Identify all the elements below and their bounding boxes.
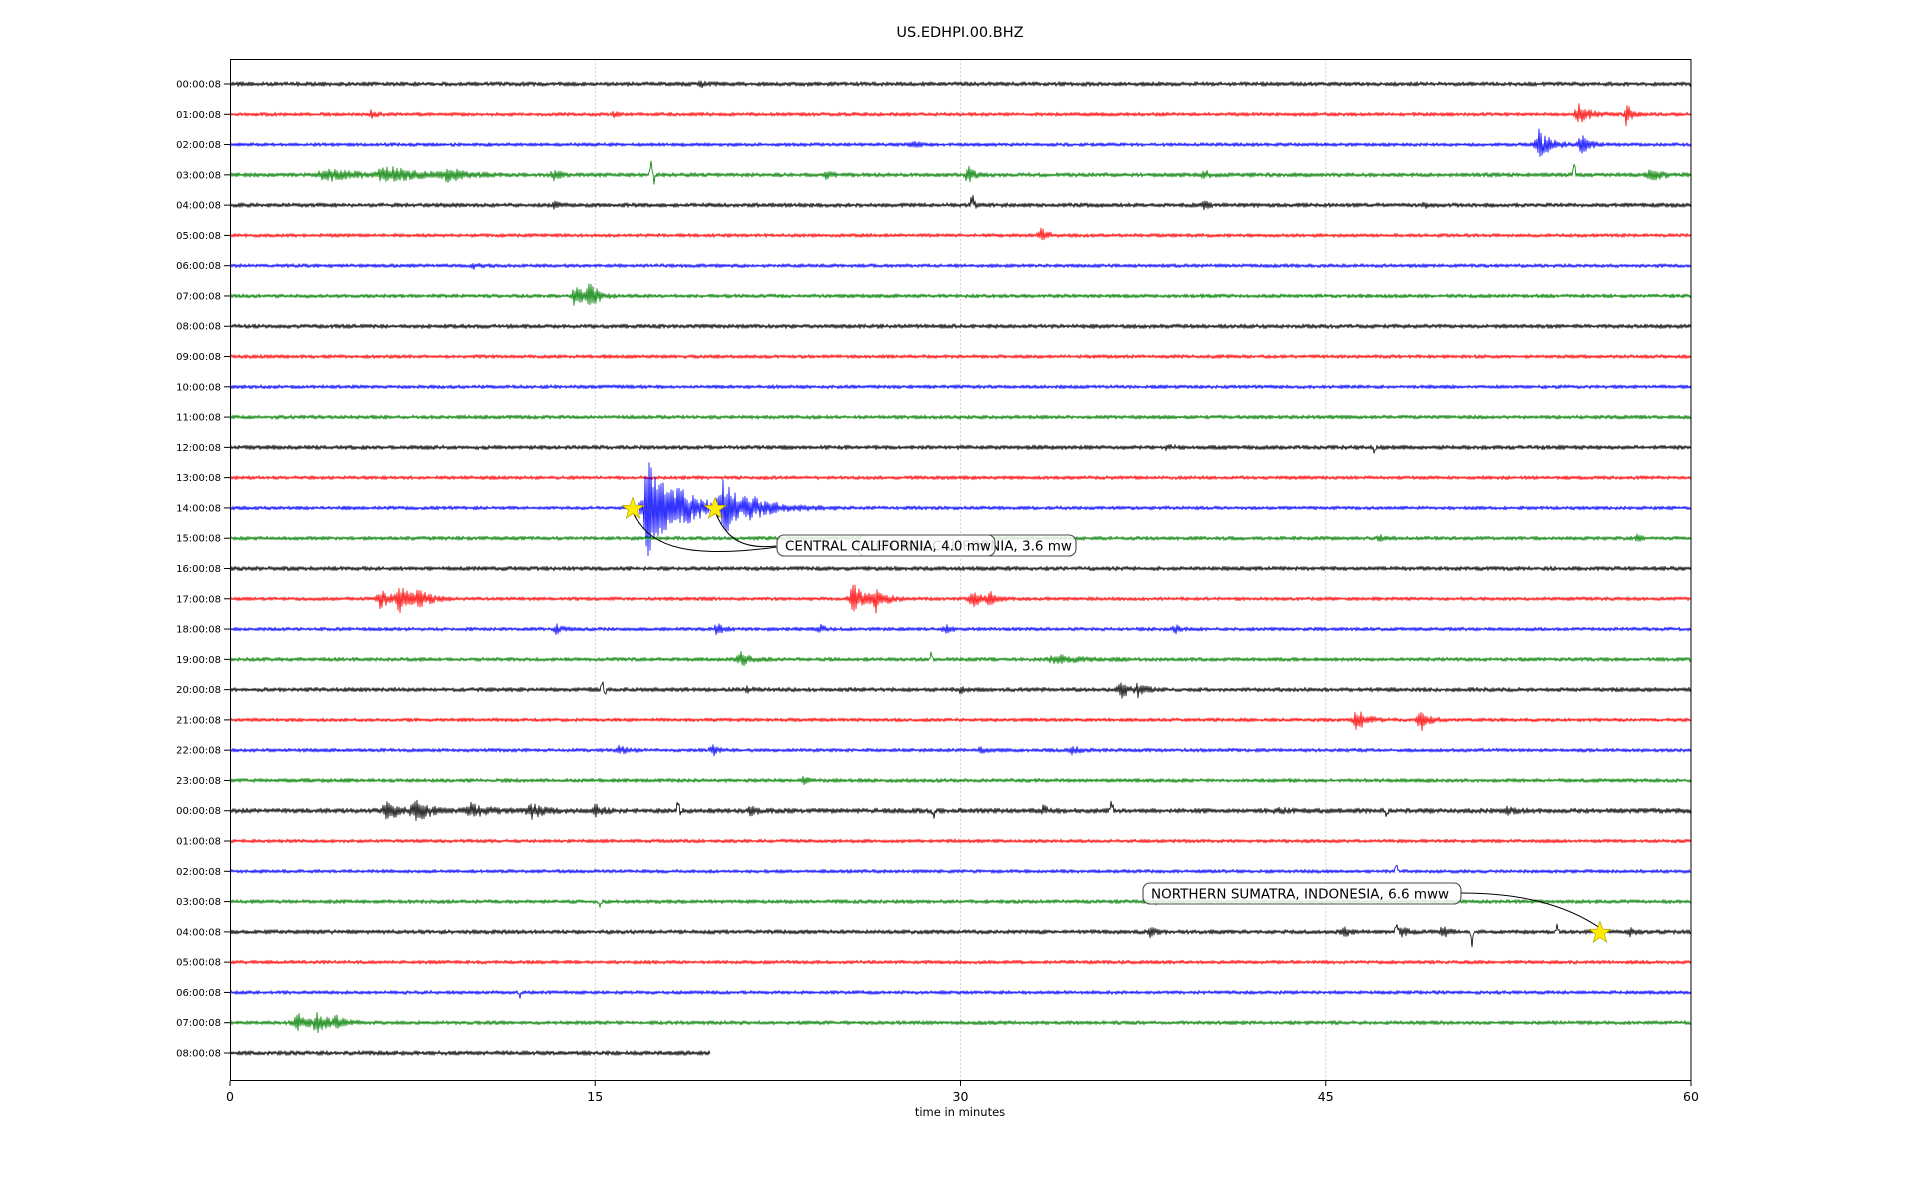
- plot-title: US.EDHPI.00.BHZ: [896, 25, 1023, 41]
- row-label: 15:00:08: [176, 534, 221, 545]
- trace-row-2-02:00:08: [230, 128, 1691, 158]
- row-label: 20:00:08: [176, 685, 221, 696]
- trace-row-28-04:00:08: [230, 923, 1691, 948]
- x-axis-ticks: 0 15 30 45 60: [226, 1081, 1699, 1104]
- row-label: 12:00:08: [176, 443, 221, 454]
- annotation-box: [1142, 882, 1462, 905]
- row-label: 07:00:08: [176, 1018, 221, 1029]
- trace-row-6-06:00:08: [230, 262, 1691, 270]
- trace-row-4-04:00:08: [230, 194, 1691, 211]
- row-label: 04:00:08: [176, 927, 221, 938]
- event-star-icon: [1588, 920, 1612, 943]
- annotation-leader-line: [1460, 892, 1601, 929]
- row-label: 10:00:08: [176, 382, 221, 393]
- trace-row-23-23:00:08: [230, 775, 1691, 786]
- annotation-text: CENTRAL CALIFORNIA, 4.0 mw: [785, 539, 991, 555]
- row-label: 06:00:08: [176, 988, 221, 999]
- trace-row-3-03:00:08: [230, 160, 1691, 185]
- trace-row-12-12:00:08: [230, 443, 1691, 454]
- event-star-icon: [621, 496, 645, 519]
- y-axis-row-labels: 00:00:08 01:00:08 02:00:08 03:00:08 04:00:08…: [176, 80, 230, 1059]
- x-tick-label: 45: [1318, 1089, 1334, 1104]
- trace-row-20-20:00:08: [230, 681, 1691, 699]
- row-label: 08:00:08: [176, 322, 221, 333]
- trace-row-5-05:00:08: [230, 227, 1691, 241]
- trace-row-7-07:00:08: [230, 283, 1691, 306]
- x-tick-label: 60: [1683, 1089, 1699, 1104]
- row-label: 16:00:08: [176, 564, 221, 575]
- row-label: 01:00:08: [176, 837, 221, 848]
- trace-row-16-16:00:08: [230, 565, 1691, 572]
- trace-row-32-08:00:08: [230, 1050, 711, 1056]
- row-label: 04:00:08: [176, 201, 221, 212]
- x-axis-label: time in minutes: [915, 1105, 1005, 1119]
- trace-row-8-08:00:08: [230, 323, 1691, 329]
- trace-row-22-22:00:08: [230, 744, 1691, 757]
- row-label: 08:00:08: [176, 1048, 221, 1059]
- trace-row-29-05:00:08: [230, 959, 1691, 965]
- trace-row-25-01:00:08: [230, 838, 1691, 844]
- row-label: 02:00:08: [176, 140, 221, 151]
- row-label: 14:00:08: [176, 503, 221, 514]
- annotation-box: [776, 534, 996, 557]
- event-stars: [621, 496, 1612, 943]
- row-label: 22:00:08: [176, 746, 221, 757]
- row-label: 07:00:08: [176, 291, 221, 302]
- event-star-icon: [703, 496, 727, 519]
- x-tick-label: 0: [226, 1089, 234, 1104]
- row-label: 18:00:08: [176, 625, 221, 636]
- trace-row-11-11:00:08: [230, 414, 1691, 420]
- x-tick-label: 15: [587, 1089, 603, 1104]
- row-label: 00:00:08: [176, 806, 221, 817]
- trace-row-17-17:00:08: [230, 584, 1691, 614]
- trace-rows: [230, 80, 1691, 1056]
- row-label: 02:00:08: [176, 867, 221, 878]
- trace-row-30-06:00:08: [230, 990, 1691, 999]
- row-label: 01:00:08: [176, 110, 221, 121]
- row-label: 06:00:08: [176, 261, 221, 272]
- row-label: 19:00:08: [176, 655, 221, 666]
- row-label: 13:00:08: [176, 473, 221, 484]
- row-label: 23:00:08: [176, 776, 221, 787]
- trace-row-21-21:00:08: [230, 711, 1691, 731]
- row-label: 11:00:08: [176, 413, 221, 424]
- row-label: 05:00:08: [176, 231, 221, 242]
- trace-row-10-10:00:08: [230, 384, 1691, 390]
- row-label: 03:00:08: [176, 897, 221, 908]
- annotation-text: NORTHERN SUMATRA, INDONESIA, 6.6 mww: [1151, 887, 1449, 903]
- trace-row-18-18:00:08: [230, 623, 1691, 636]
- annotation-leader-line: [715, 513, 777, 548]
- trace-row-31-07:00:08: [230, 1012, 1691, 1033]
- row-label: 03:00:08: [176, 170, 221, 181]
- x-tick-label: 30: [953, 1089, 969, 1104]
- trace-row-14-14:00:08: [230, 462, 1691, 556]
- trace-row-26-02:00:08: [230, 864, 1691, 874]
- row-label: 09:00:08: [176, 352, 221, 363]
- trace-row-13-13:00:08: [230, 475, 1691, 481]
- trace-row-9-09:00:08: [230, 354, 1691, 359]
- trace-row-19-19:00:08: [230, 651, 1691, 667]
- trace-row-24-00:00:08: [230, 799, 1691, 821]
- row-label: 05:00:08: [176, 958, 221, 969]
- row-label: 17:00:08: [176, 594, 221, 605]
- row-label: 21:00:08: [176, 715, 221, 726]
- row-label: 00:00:08: [176, 80, 221, 91]
- annotation-leader-line: [633, 513, 778, 552]
- plot-border: [230, 59, 1692, 1081]
- trace-row-1-01:00:08: [230, 103, 1691, 127]
- trace-row-0-00:00:08: [230, 80, 1691, 89]
